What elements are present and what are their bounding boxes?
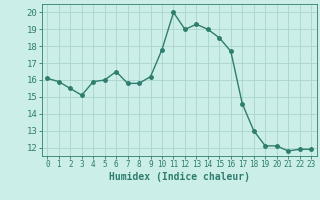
X-axis label: Humidex (Indice chaleur): Humidex (Indice chaleur) [109, 172, 250, 182]
